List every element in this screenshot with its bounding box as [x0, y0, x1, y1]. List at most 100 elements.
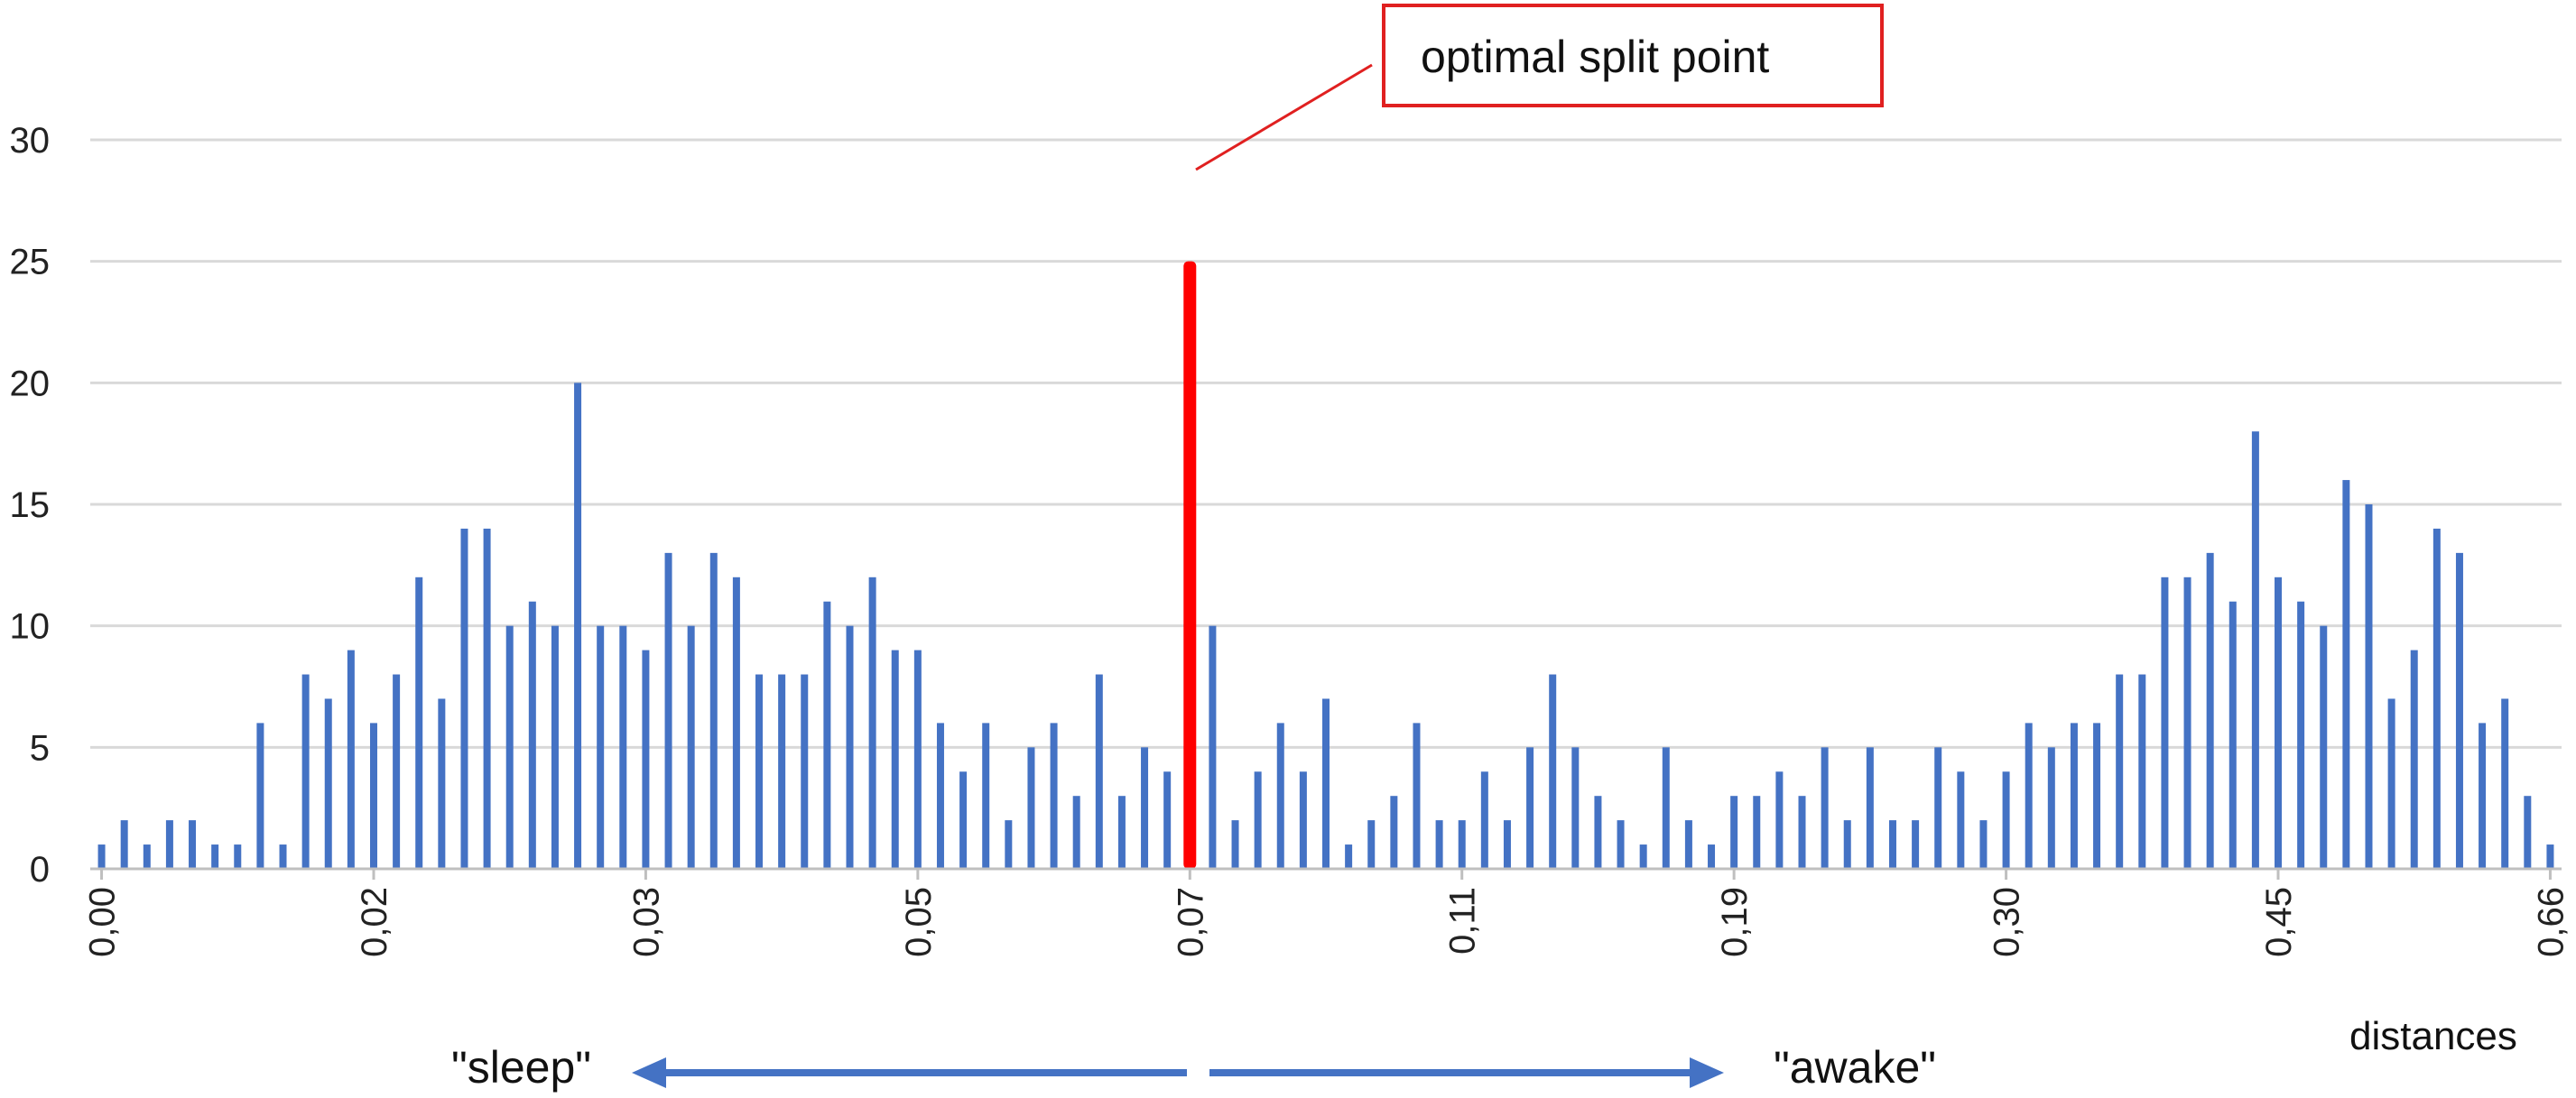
bar — [2546, 844, 2554, 869]
x-tick-label: 0,03 — [626, 887, 666, 957]
bar — [393, 674, 401, 869]
bar — [1367, 820, 1376, 869]
bar — [1050, 723, 1058, 869]
bar — [2183, 577, 2191, 869]
awake-arrowhead-icon — [1690, 1057, 1724, 1088]
bar — [1503, 820, 1511, 869]
bar — [755, 674, 764, 869]
y-tick-label: 15 — [10, 485, 51, 525]
bar — [1730, 796, 1738, 869]
x-axis-title: distances — [2349, 1014, 2517, 1058]
bar — [1209, 625, 1217, 869]
bar — [982, 723, 990, 869]
bar — [1435, 820, 1443, 869]
bar — [1979, 820, 1988, 869]
bar — [846, 625, 854, 869]
bar — [574, 383, 582, 869]
x-tick-label: 0,02 — [355, 887, 394, 957]
bar — [1163, 771, 1172, 869]
x-tick-label: 0,11 — [1443, 887, 1483, 955]
y-tick-label: 10 — [10, 607, 51, 647]
bar — [1276, 723, 1284, 869]
bar — [528, 601, 536, 869]
bar — [891, 650, 899, 869]
y-axis-tick-labels: 0 5 10 15 20 25 30 — [10, 121, 51, 890]
bar — [2025, 723, 2033, 869]
y-tick-label: 5 — [30, 728, 50, 768]
bar — [1798, 796, 1806, 869]
x-tick-label: 0,45 — [2259, 887, 2299, 957]
gridlines — [90, 138, 2562, 749]
bar — [279, 844, 287, 869]
bar — [1617, 820, 1625, 869]
y-tick-label: 0 — [30, 850, 50, 890]
bar — [301, 674, 310, 869]
bar — [959, 771, 968, 869]
bar — [1775, 771, 1784, 869]
bar — [460, 528, 468, 869]
bar — [2365, 504, 2373, 869]
bar — [2524, 796, 2532, 869]
bar — [2501, 698, 2509, 869]
bar — [1888, 820, 1896, 869]
bar — [505, 625, 514, 869]
bar — [1345, 844, 1353, 869]
bar — [936, 723, 944, 869]
bar-optimal-split — [1183, 261, 1197, 870]
bar — [1299, 771, 1307, 869]
bar — [2342, 480, 2350, 869]
bar — [438, 698, 446, 869]
bar — [2479, 723, 2487, 869]
bar — [1526, 747, 1534, 869]
bar — [619, 625, 627, 869]
bars — [97, 261, 2554, 870]
bar — [2251, 431, 2259, 869]
bar — [2116, 674, 2124, 869]
bar — [1957, 771, 1965, 869]
bar — [1866, 747, 1874, 869]
x-axis-tick-labels: 0,00 0,02 0,03 0,05 0,07 0,11 0,19 0,30 0,45 0,66 — [83, 869, 2571, 957]
bar — [483, 528, 491, 869]
bar — [165, 820, 173, 869]
bar — [868, 577, 876, 869]
bar — [1594, 796, 1602, 869]
bar — [256, 723, 264, 869]
bar — [369, 723, 377, 869]
sleep-arrowhead-icon — [632, 1057, 666, 1088]
x-tick-label: 0,19 — [1715, 887, 1755, 957]
bar — [801, 674, 809, 869]
bar — [2161, 577, 2169, 869]
bar — [1708, 844, 1716, 869]
bar — [1027, 747, 1035, 869]
bar — [1390, 796, 1398, 869]
bar — [1639, 844, 1647, 869]
bar — [1549, 674, 1557, 869]
bar — [2138, 674, 2146, 869]
bar — [189, 820, 197, 869]
bar — [597, 625, 605, 869]
bar — [1912, 820, 1920, 869]
bar — [1072, 796, 1080, 869]
bar — [2206, 552, 2214, 869]
y-tick-label: 30 — [10, 121, 51, 161]
bar — [1843, 820, 1851, 869]
bar — [415, 577, 423, 869]
x-tick-label: 0,30 — [1988, 887, 2027, 957]
bar — [1117, 796, 1126, 869]
y-tick-label: 25 — [10, 243, 51, 282]
bar — [97, 844, 106, 869]
bar — [913, 650, 922, 869]
bar — [1571, 747, 1580, 869]
bar — [1662, 747, 1670, 869]
bar — [1095, 674, 1103, 869]
bar — [234, 844, 242, 869]
bar — [2229, 601, 2237, 869]
bar — [120, 820, 128, 869]
bar — [642, 650, 650, 869]
bar — [1821, 747, 1829, 869]
bar — [1141, 747, 1149, 869]
x-tick-label: 0,05 — [899, 887, 939, 957]
bar — [2432, 528, 2441, 869]
bar — [2093, 723, 2101, 869]
